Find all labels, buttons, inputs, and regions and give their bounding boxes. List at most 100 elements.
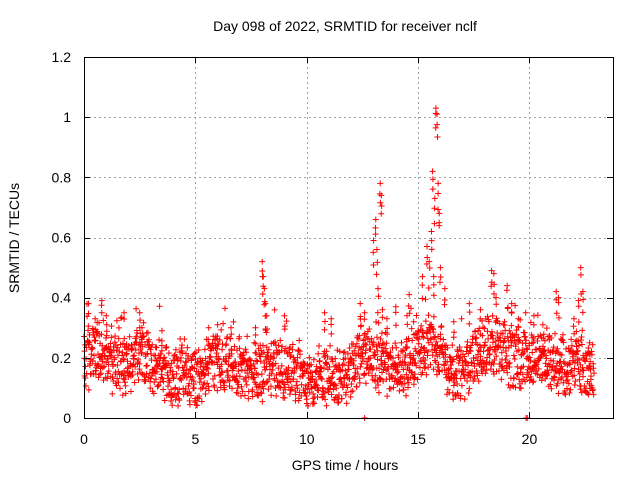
data-point [466,385,473,392]
data-point [109,374,116,381]
data-point [176,397,183,404]
data-point [263,379,270,386]
data-point [163,343,170,350]
data-point [370,249,377,256]
data-point [133,305,140,312]
data-point [559,331,566,338]
data-point [278,362,285,369]
data-point [273,371,280,378]
data-point [132,346,139,353]
data-point [570,323,577,330]
data-point [449,342,456,349]
data-point [248,357,255,364]
x-tick-label: 5 [191,431,199,447]
data-point [115,324,122,331]
data-point [272,360,279,367]
data-point [235,381,242,388]
data-point [292,391,299,398]
data-point [566,389,573,396]
data-point [554,345,561,352]
data-point [375,319,382,326]
data-point [286,391,293,398]
data-point [428,237,435,244]
data-point [316,357,323,364]
data-point [492,348,499,355]
data-point [435,180,442,187]
data-point [373,319,380,326]
data-point [429,341,436,348]
data-point [138,369,145,376]
data-point [176,386,183,393]
data-point [481,342,488,349]
data-point [258,371,265,378]
data-point [121,316,128,323]
data-point [380,378,387,385]
data-point [270,355,277,362]
data-point [504,369,511,376]
data-point [92,337,99,344]
data-point [199,357,206,364]
data-point [98,302,105,309]
data-point [474,341,481,348]
data-point [573,337,580,344]
data-point [421,365,428,372]
data-point [87,360,94,367]
data-point [265,386,272,393]
data-point [228,324,235,331]
data-point [522,378,529,385]
data-point [374,259,381,266]
data-point [335,391,342,398]
data-point [219,346,226,353]
data-point [534,371,541,378]
data-point [482,339,489,346]
data-point [548,334,555,341]
data-point [98,331,105,338]
data-point [430,273,437,280]
data-point [327,342,334,349]
data-point [222,358,229,365]
data-point [555,390,562,397]
y-tick-label: 1 [63,109,71,125]
data-point [266,376,273,383]
data-point [346,345,353,352]
data-point [245,395,252,402]
data-point [287,353,294,360]
data-point [433,338,440,345]
data-point [356,332,363,339]
data-point [268,392,275,399]
data-point [316,342,323,349]
data-point [185,352,192,359]
data-point [361,309,368,316]
data-point [381,341,388,348]
data-point [540,347,547,354]
data-point [508,322,515,329]
data-point [231,359,238,366]
data-point [216,336,223,343]
data-point [403,345,410,352]
data-point [155,363,162,370]
data-point [515,323,522,330]
data-point [160,386,167,393]
data-point [174,356,181,363]
data-point [184,344,191,351]
data-point [357,363,364,370]
data-point [504,305,511,312]
data-point [215,356,222,363]
data-point [405,303,412,310]
data-point [550,344,557,351]
x-tick-label: 10 [299,431,315,447]
data-point [115,379,122,386]
data-point [261,301,268,308]
data-point [282,386,289,393]
data-point [252,340,259,347]
data-point [564,376,571,383]
data-point [451,372,458,379]
data-point [374,309,381,316]
data-point [553,288,560,295]
data-point [132,363,139,370]
data-point [121,309,128,316]
y-tick-label: 0.2 [52,350,72,366]
data-point [334,399,341,406]
data-point [558,363,565,370]
data-point [289,346,296,353]
